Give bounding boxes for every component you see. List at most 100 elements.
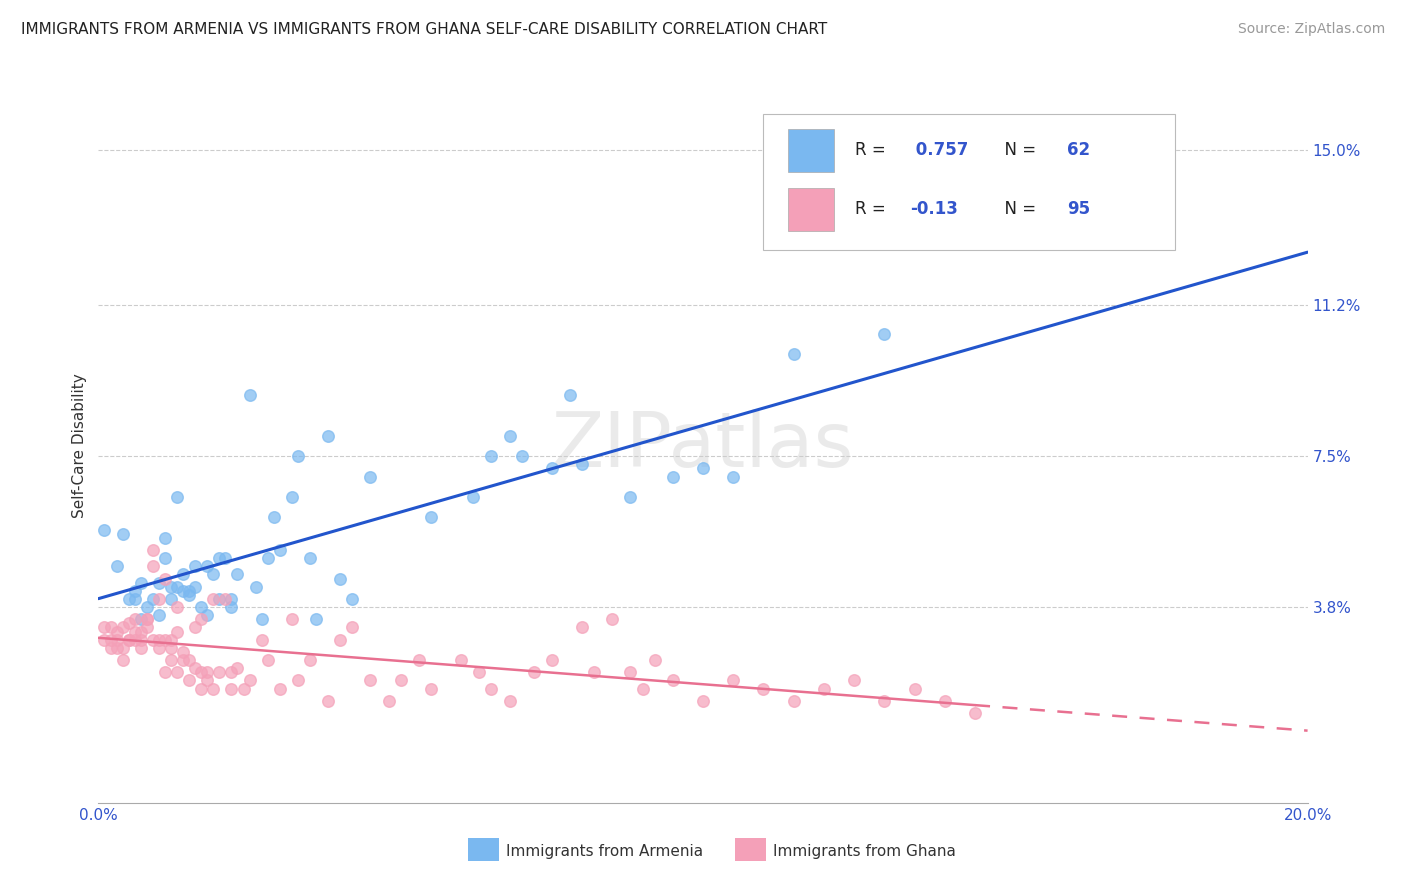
Text: ZIPatlas: ZIPatlas xyxy=(551,409,855,483)
Point xyxy=(692,694,714,708)
Point xyxy=(129,640,152,655)
Point xyxy=(179,588,201,602)
Point xyxy=(329,632,352,647)
Point xyxy=(662,469,685,483)
Point xyxy=(269,543,291,558)
Text: R =: R = xyxy=(855,201,891,219)
Point xyxy=(239,388,262,402)
Point xyxy=(468,665,491,680)
Text: Immigrants from Ghana: Immigrants from Ghana xyxy=(773,845,956,859)
Point xyxy=(202,567,225,582)
Point xyxy=(129,612,152,626)
Point xyxy=(305,612,328,626)
Text: N =: N = xyxy=(994,141,1042,160)
Point xyxy=(148,591,170,606)
Point xyxy=(389,673,412,688)
Point xyxy=(558,388,581,402)
Text: 62: 62 xyxy=(1067,141,1090,160)
Point xyxy=(105,632,128,647)
Point xyxy=(256,653,278,667)
Point xyxy=(172,583,194,598)
Point xyxy=(208,665,231,680)
Text: 95: 95 xyxy=(1067,201,1090,219)
Point xyxy=(184,661,207,675)
Point xyxy=(105,624,128,639)
Point xyxy=(100,640,122,655)
Point xyxy=(148,640,170,655)
Point xyxy=(221,600,243,615)
Point xyxy=(172,645,194,659)
Point xyxy=(153,551,176,566)
Text: Source: ZipAtlas.com: Source: ZipAtlas.com xyxy=(1237,22,1385,37)
Point xyxy=(783,347,806,361)
Point xyxy=(153,572,176,586)
Point xyxy=(783,694,806,708)
Point xyxy=(111,526,134,541)
Point xyxy=(214,551,236,566)
Point xyxy=(873,694,896,708)
Point xyxy=(463,490,485,504)
Point xyxy=(118,616,141,631)
Point xyxy=(142,559,165,574)
Point xyxy=(93,523,115,537)
Point xyxy=(510,449,533,463)
Point xyxy=(232,681,254,696)
Point xyxy=(135,612,157,626)
Point xyxy=(450,653,472,667)
Point xyxy=(662,673,685,688)
Point xyxy=(190,681,212,696)
Point xyxy=(692,461,714,475)
Point xyxy=(166,624,188,639)
Point xyxy=(166,600,188,615)
Point xyxy=(142,591,165,606)
Point xyxy=(160,591,183,606)
Point xyxy=(723,469,745,483)
Point xyxy=(195,559,218,574)
Point xyxy=(118,591,141,606)
Point xyxy=(184,559,207,574)
Point xyxy=(135,612,157,626)
Point xyxy=(221,665,243,680)
Point xyxy=(195,673,218,688)
Point xyxy=(316,694,339,708)
Point xyxy=(118,632,141,647)
Point xyxy=(93,632,115,647)
Point xyxy=(105,559,128,574)
Point xyxy=(408,653,430,667)
FancyBboxPatch shape xyxy=(763,114,1174,250)
Point xyxy=(100,620,122,634)
Point xyxy=(844,673,866,688)
Point xyxy=(723,673,745,688)
Bar xyxy=(787,188,834,231)
Point xyxy=(195,608,218,623)
Point xyxy=(105,640,128,655)
Point xyxy=(619,490,641,504)
Point xyxy=(631,681,654,696)
Bar xyxy=(787,128,834,171)
Point xyxy=(111,653,134,667)
Point xyxy=(148,608,170,623)
Point xyxy=(166,490,188,504)
Point xyxy=(195,665,218,680)
Point xyxy=(190,612,212,626)
Point xyxy=(124,612,146,626)
Text: -0.13: -0.13 xyxy=(910,201,957,219)
Point xyxy=(873,326,896,341)
Point xyxy=(111,620,134,634)
Point xyxy=(523,665,546,680)
Point xyxy=(571,458,593,472)
Point xyxy=(752,681,775,696)
Point xyxy=(813,681,835,696)
Point xyxy=(281,490,304,504)
Point xyxy=(239,673,262,688)
Point xyxy=(100,632,122,647)
Point xyxy=(153,531,176,545)
Point xyxy=(166,665,188,680)
Point xyxy=(160,640,183,655)
Point xyxy=(498,694,520,708)
Point xyxy=(965,706,987,720)
Point xyxy=(250,632,273,647)
Point xyxy=(329,572,352,586)
Point xyxy=(498,429,520,443)
Point xyxy=(111,640,134,655)
